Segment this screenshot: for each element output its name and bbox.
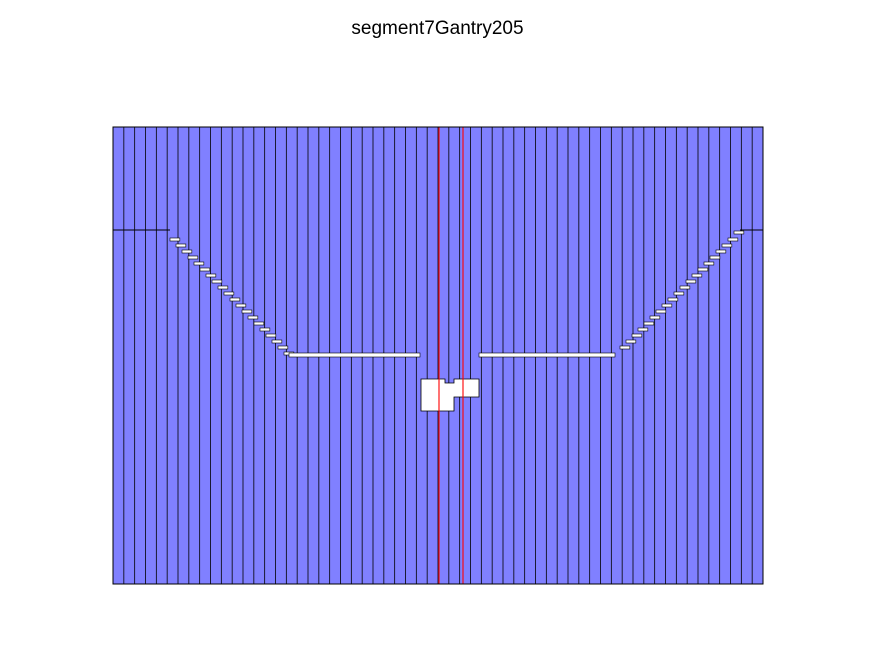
aperture-step-left — [242, 310, 252, 313]
aperture-step-left — [236, 304, 246, 307]
aperture-step-left — [188, 256, 198, 259]
aperture-step-left — [176, 244, 186, 247]
aperture-step-right — [686, 280, 696, 283]
aperture-step-left — [200, 268, 210, 271]
aperture-step-right — [644, 322, 654, 325]
leaf-group — [113, 127, 763, 584]
aperture-step-right — [650, 316, 660, 319]
aperture-step-left — [194, 262, 204, 265]
aperture-step-right — [704, 262, 714, 265]
aperture-step-right — [722, 244, 732, 247]
aperture-step-left — [266, 334, 276, 337]
aperture-step-right — [656, 310, 666, 313]
aperture-step-right — [632, 334, 642, 337]
aperture-step-left — [224, 292, 234, 295]
aperture-step-left — [212, 280, 222, 283]
aperture-step-right — [662, 304, 672, 307]
aperture-step-left — [170, 238, 180, 241]
aperture-step-left — [218, 286, 228, 289]
aperture-step-left — [272, 340, 282, 343]
aperture-bar — [479, 353, 615, 357]
aperture-step-left — [206, 274, 216, 277]
aperture-step-right — [698, 268, 708, 271]
aperture-bar — [289, 353, 420, 357]
aperture-step-right — [638, 328, 648, 331]
aperture-step-right — [668, 298, 678, 301]
aperture-step-right — [734, 231, 744, 234]
aperture-step-right — [710, 256, 720, 259]
aperture-step-right — [626, 340, 636, 343]
aperture-step-right — [674, 292, 684, 295]
aperture-step-left — [254, 322, 264, 325]
aperture-step-left — [230, 298, 240, 301]
aperture-step-right — [620, 346, 630, 349]
aperture-step-left — [278, 346, 288, 349]
aperture-step-right — [728, 238, 738, 241]
aperture-step-left — [248, 316, 258, 319]
aperture-step-right — [716, 250, 726, 253]
aperture-step-left — [182, 250, 192, 253]
aperture-step-right — [680, 286, 690, 289]
aperture-step-right — [692, 274, 702, 277]
aperture-step-left — [260, 328, 270, 331]
